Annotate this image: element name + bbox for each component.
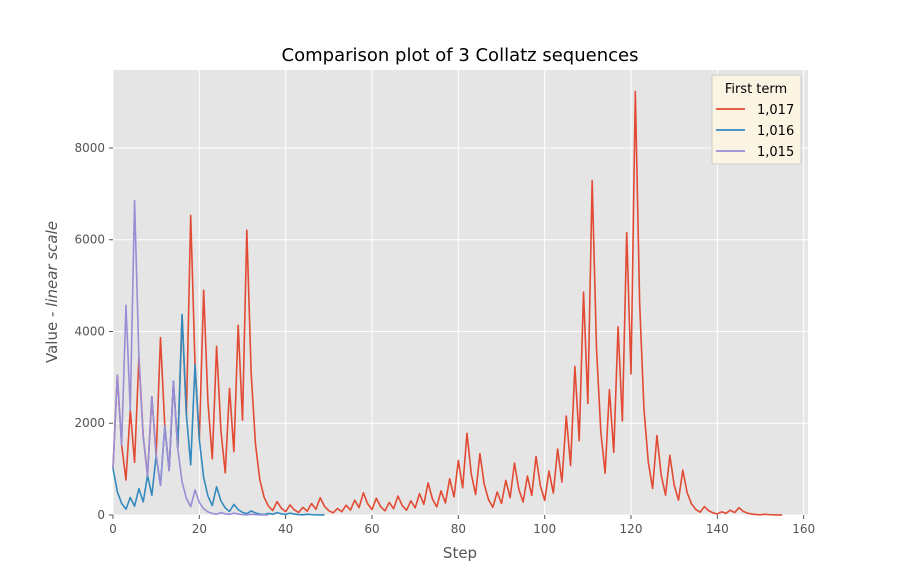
- x-tick-label: 160: [792, 522, 815, 536]
- y-axis-ticks: 0 2000 4000 6000 8000: [74, 141, 113, 522]
- y-axis-label-prefix: Value -: [43, 307, 61, 363]
- y-tick-label: 6000: [74, 233, 105, 247]
- plot-background: [113, 70, 808, 515]
- legend-box: [711, 74, 802, 165]
- y-axis-label: Value - linear scale: [43, 221, 61, 363]
- series-lines: [112, 90, 783, 516]
- legend: First term 1,017 1,016 1,015: [711, 74, 802, 165]
- x-tick-label: 140: [706, 522, 729, 536]
- x-tick-label: 100: [533, 522, 556, 536]
- x-axis-label: Step: [443, 544, 477, 562]
- legend-label: 1,015: [757, 145, 794, 160]
- x-tick-label: 0: [109, 522, 117, 536]
- chart-title: Comparison plot of 3 Collatz sequences: [282, 45, 639, 66]
- x-tick-label: 120: [620, 522, 643, 536]
- x-tick-label: 40: [278, 522, 293, 536]
- series-line-1017: [112, 90, 783, 516]
- legend-title: First term: [725, 82, 787, 97]
- y-tick-label: 2000: [74, 416, 105, 430]
- legend-label: 1,017: [757, 103, 794, 118]
- y-tick-label: 8000: [74, 141, 105, 155]
- y-axis-label-scale: linear scale: [43, 221, 61, 307]
- y-tick-label: 0: [97, 508, 105, 522]
- x-tick-label: 20: [192, 522, 207, 536]
- x-axis-ticks: 0 20 40 60 80 100 120 140 160: [109, 515, 815, 536]
- x-tick-label: 60: [364, 522, 379, 536]
- series-line-1016: [112, 313, 325, 516]
- legend-label: 1,016: [757, 124, 794, 139]
- y-tick-label: 4000: [74, 324, 105, 338]
- grid-lines: [112, 70, 808, 516]
- x-tick-label: 80: [451, 522, 466, 536]
- series-line-1015: [112, 199, 269, 516]
